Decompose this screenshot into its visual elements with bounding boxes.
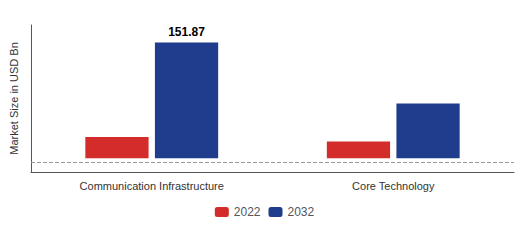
svg-text:Market Size in USD Bn: Market Size in USD Bn [8, 42, 20, 154]
svg-text:2032: 2032 [288, 205, 315, 219]
svg-text:Core Technology: Core Technology [352, 180, 435, 192]
svg-text:2022: 2022 [234, 205, 261, 219]
svg-text:Communication Infrastructure: Communication Infrastructure [80, 180, 224, 192]
svg-text:151.87: 151.87 [168, 25, 205, 39]
